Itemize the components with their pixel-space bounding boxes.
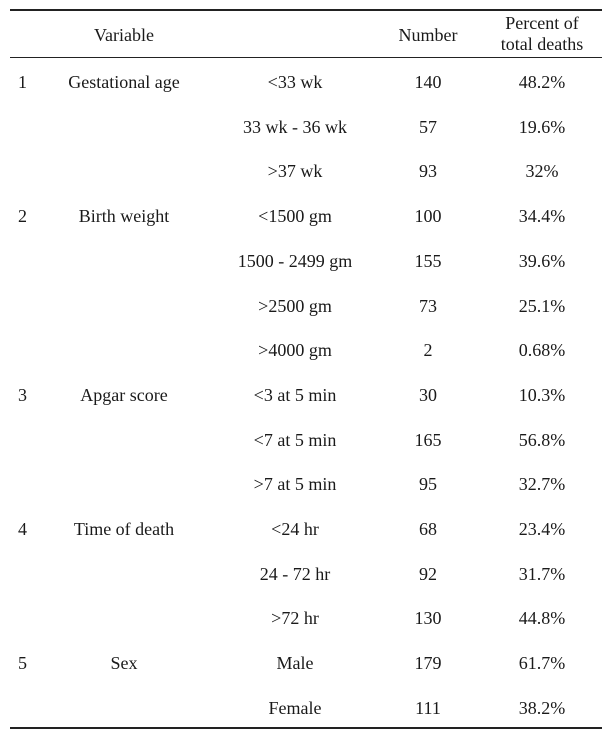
row-level: <1500 gm xyxy=(258,206,332,227)
row-percent: 32% xyxy=(525,161,559,182)
row-variable: Time of death xyxy=(73,519,175,539)
header-percent-line1: Percent of xyxy=(505,13,579,33)
table-top-rule xyxy=(10,9,602,11)
row-number: 100 xyxy=(414,206,442,227)
row-number: 179 xyxy=(414,653,442,674)
row-percent: 10.3% xyxy=(518,384,566,405)
row-percent: 56.8% xyxy=(518,429,566,450)
row-percent: 48.2% xyxy=(518,72,566,92)
row-number: 95 xyxy=(419,474,437,495)
table-header-rule xyxy=(10,57,602,58)
row-level: <3 at 5 min xyxy=(253,384,337,405)
row-percent: 25.1% xyxy=(518,295,566,316)
row-level: <24 hr xyxy=(271,519,319,539)
row-level: >4000 gm xyxy=(258,340,332,361)
row-level: 24 - 72 hr xyxy=(259,563,331,584)
row-number: 68 xyxy=(419,519,437,539)
row-number: 130 xyxy=(414,608,442,629)
row-percent: 0.68% xyxy=(518,340,566,361)
row-index: 4 xyxy=(18,519,27,539)
row-index: 2 xyxy=(18,206,27,227)
row-variable: Apgar score xyxy=(80,384,168,405)
row-percent: 19.6% xyxy=(518,116,566,137)
data-table: Variable Number Percent of total deaths … xyxy=(10,0,602,738)
row-number: 30 xyxy=(419,384,437,405)
header-variable: Variable xyxy=(94,25,154,45)
row-variable: Gestational age xyxy=(68,72,180,92)
row-number: 165 xyxy=(414,429,442,450)
row-number: 140 xyxy=(414,72,442,92)
row-number: 57 xyxy=(419,116,437,137)
row-level: <7 at 5 min xyxy=(253,429,337,450)
header-percent-line2: total deaths xyxy=(500,34,584,54)
row-number: 111 xyxy=(415,697,441,718)
header-percent: Percent of total deaths xyxy=(482,13,602,55)
row-index: 3 xyxy=(18,384,27,405)
row-level: 1500 - 2499 gm xyxy=(237,250,353,271)
header-number: Number xyxy=(398,25,458,45)
row-percent: 34.4% xyxy=(518,206,566,227)
row-number: 93 xyxy=(419,161,437,182)
row-percent: 31.7% xyxy=(518,563,566,584)
row-index: 5 xyxy=(18,653,27,674)
row-level: Female xyxy=(268,697,322,718)
row-variable: Sex xyxy=(110,653,138,674)
row-number: 73 xyxy=(419,295,437,316)
row-number: 92 xyxy=(419,563,437,584)
row-variable: Birth weight xyxy=(78,206,170,227)
table-bottom-rule xyxy=(10,727,602,729)
row-percent: 44.8% xyxy=(518,608,566,629)
row-percent: 38.2% xyxy=(518,697,566,718)
row-percent: 23.4% xyxy=(518,519,566,539)
row-index: 1 xyxy=(18,72,27,92)
row-level: >2500 gm xyxy=(258,295,332,316)
row-percent: 61.7% xyxy=(518,653,566,674)
row-level: >37 wk xyxy=(267,161,323,182)
row-level: >72 hr xyxy=(271,608,319,629)
row-level: <33 wk xyxy=(267,72,323,92)
row-number: 155 xyxy=(414,250,442,271)
row-percent: 32.7% xyxy=(518,474,566,495)
row-level: Male xyxy=(276,653,314,674)
row-level: >7 at 5 min xyxy=(253,474,337,495)
row-percent: 39.6% xyxy=(518,250,566,271)
row-level: 33 wk - 36 wk xyxy=(243,116,347,137)
row-number: 2 xyxy=(423,340,433,361)
